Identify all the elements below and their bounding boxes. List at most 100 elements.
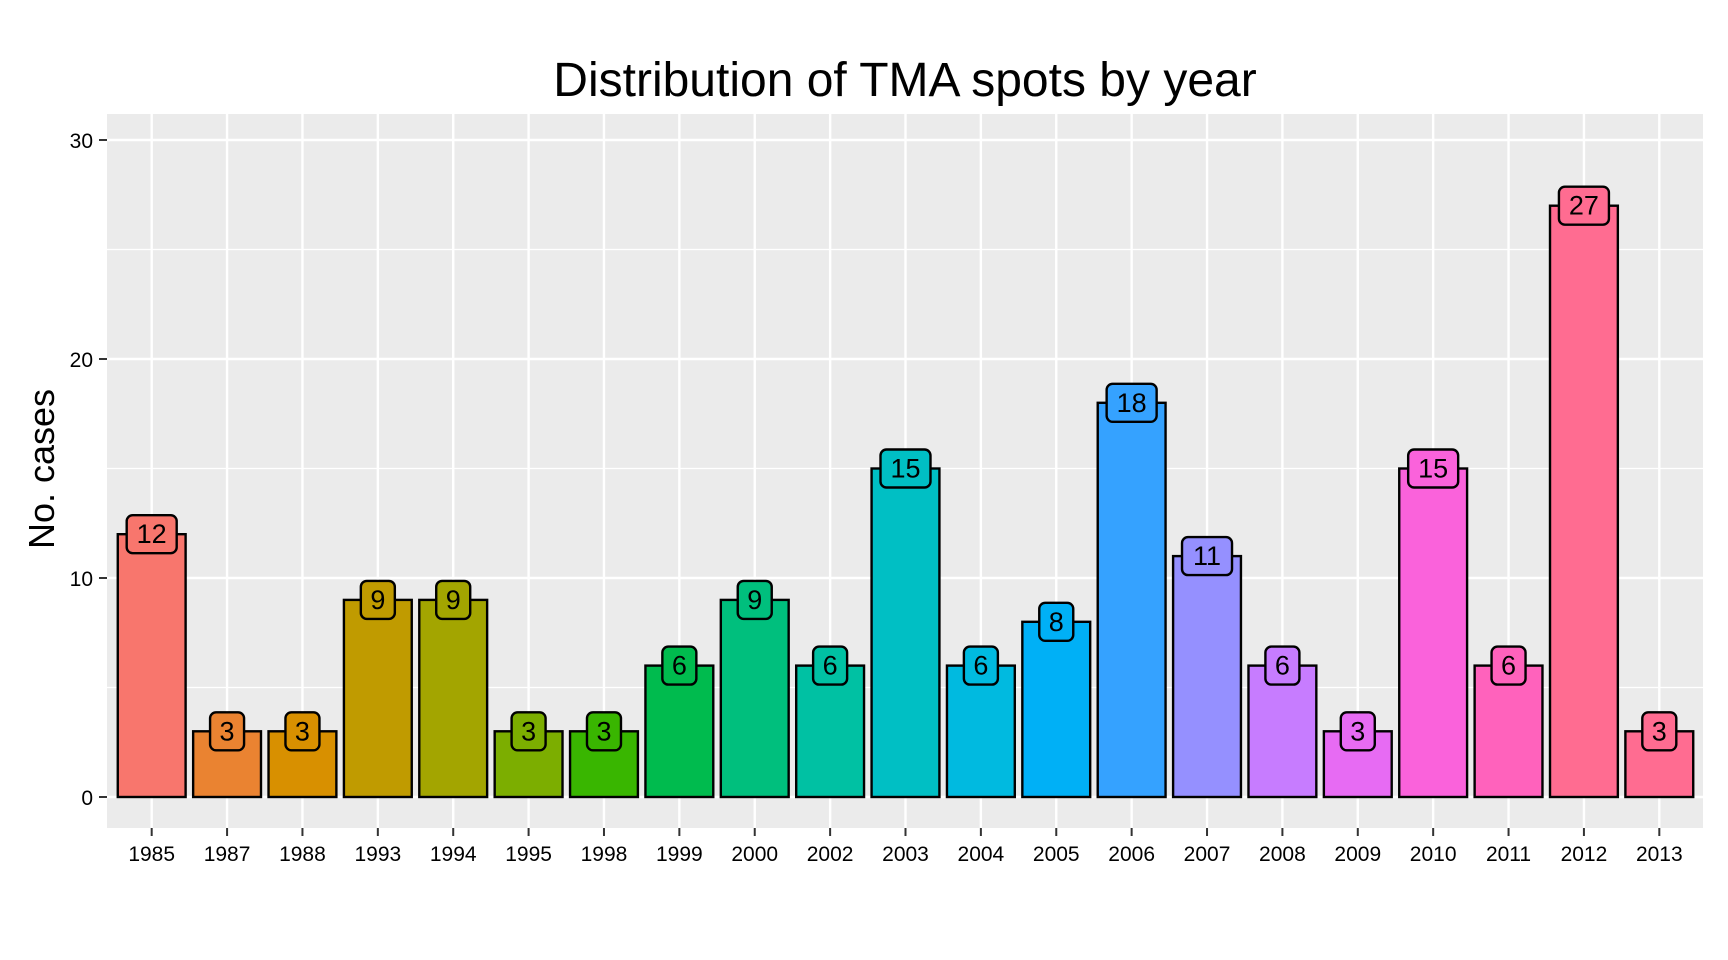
- data-label-text: 15: [1418, 454, 1448, 484]
- bar: [719, 598, 790, 799]
- x-tick-label: 2004: [958, 843, 1005, 866]
- data-label: 27: [1557, 185, 1611, 226]
- x-tick-label: 1995: [505, 843, 552, 866]
- x-tick-label: 1999: [656, 843, 703, 866]
- data-label-text: 12: [137, 519, 167, 549]
- x-tick-label: 2013: [1636, 843, 1683, 866]
- data-label-text: 27: [1569, 191, 1599, 221]
- bar: [1171, 554, 1243, 799]
- data-label-text: 3: [295, 716, 310, 746]
- x-tick-label: 1994: [430, 843, 477, 866]
- x-tick-label: 2011: [1486, 843, 1531, 866]
- data-label-box: [1406, 448, 1460, 489]
- data-label-box: [661, 645, 698, 686]
- data-label: 15: [1406, 448, 1460, 489]
- y-tick-label: 20: [70, 349, 93, 372]
- data-label-text: 6: [1275, 651, 1290, 681]
- data-label: 3: [208, 711, 246, 752]
- y-tick-label: 10: [70, 568, 93, 591]
- data-label: 3: [1339, 711, 1376, 752]
- y-tick-label: 30: [70, 130, 93, 153]
- bar: [1548, 204, 1620, 799]
- data-label-box: [585, 711, 623, 752]
- bar: [1398, 467, 1469, 799]
- bar: [1473, 664, 1544, 799]
- data-label: 12: [125, 514, 178, 555]
- data-label: 3: [284, 711, 321, 752]
- data-label-box: [1180, 535, 1234, 577]
- data-label-box: [1339, 711, 1376, 752]
- data-label-box: [1264, 645, 1301, 686]
- data-label-box: [359, 579, 397, 621]
- data-label-box: [1490, 645, 1527, 686]
- x-tick-label: 2005: [1033, 843, 1080, 866]
- bar: [418, 598, 489, 799]
- bars: [116, 204, 1695, 799]
- data-label-text: 3: [1652, 716, 1667, 746]
- x-tick-label: 2000: [731, 843, 778, 866]
- bar: [116, 533, 187, 799]
- data-label: 6: [962, 645, 1000, 686]
- data-label: 6: [661, 645, 698, 686]
- data-label-box: [510, 711, 547, 752]
- data-label-box: [435, 579, 472, 621]
- data-labels: 12 3 3 9 9 3 3 6 9 6 15 6 8 18 11 6 3 15 6 27 3: [125, 185, 1678, 752]
- data-label: 11: [1180, 535, 1234, 577]
- x-tick-label: 1988: [279, 843, 326, 866]
- data-label: 9: [736, 579, 773, 621]
- data-label-text: 3: [220, 716, 235, 746]
- x-tick-label: 2009: [1334, 843, 1381, 866]
- data-label-box: [811, 645, 849, 686]
- x-tick-label: 2006: [1108, 843, 1155, 866]
- data-label: 6: [811, 645, 849, 686]
- x-tick-label: 2012: [1561, 843, 1608, 866]
- data-label: 9: [359, 579, 397, 621]
- data-label-text: 9: [747, 585, 762, 615]
- data-label-text: 3: [1350, 716, 1365, 746]
- data-label-text: 11: [1193, 541, 1221, 571]
- data-label: 15: [879, 448, 932, 489]
- x-axis: 1985 1987 1988 1993 1994 1995 1998 1999 2000 2002…: [128, 828, 1683, 866]
- data-label-text: 6: [672, 651, 687, 681]
- data-label-text: 9: [370, 585, 385, 615]
- data-label-text: 3: [596, 716, 611, 746]
- data-label-text: 6: [823, 651, 838, 681]
- data-label: 6: [1264, 645, 1301, 686]
- data-label-box: [208, 711, 246, 752]
- x-tick-label: 2010: [1410, 843, 1457, 866]
- data-label-text: 18: [1117, 388, 1147, 418]
- data-label: 18: [1105, 382, 1158, 423]
- x-tick-label: 2002: [807, 843, 854, 866]
- bar: [1096, 401, 1167, 799]
- y-tick-label: 0: [81, 787, 93, 810]
- x-tick-label: 2007: [1184, 843, 1231, 866]
- data-label: 8: [1038, 601, 1075, 642]
- x-tick-label: 1993: [354, 843, 401, 866]
- x-tick-label: 1985: [128, 843, 175, 866]
- data-label-text: 6: [973, 651, 988, 681]
- bar: [1021, 620, 1092, 799]
- chart-title: Distribution of TMA spots by year: [553, 54, 1256, 107]
- data-label: 3: [510, 711, 547, 752]
- data-label: 9: [435, 579, 472, 621]
- data-label: 3: [1641, 711, 1678, 752]
- data-label-text: 3: [521, 716, 536, 746]
- data-label-box: [1557, 185, 1611, 226]
- data-label-box: [962, 645, 1000, 686]
- data-label-box: [1105, 382, 1158, 423]
- data-label: 6: [1490, 645, 1527, 686]
- x-tick-label: 1987: [204, 843, 251, 866]
- data-label-box: [284, 711, 321, 752]
- x-tick-label: 2008: [1259, 843, 1306, 866]
- data-label-text: 15: [890, 454, 920, 484]
- x-tick-label: 1998: [581, 843, 628, 866]
- bar: [945, 664, 1017, 799]
- data-label-box: [736, 579, 773, 621]
- y-axis: 0 10 20 30: [70, 130, 107, 810]
- data-label-text: 6: [1501, 651, 1516, 681]
- data-label-text: 9: [446, 585, 461, 615]
- data-label-box: [879, 448, 932, 489]
- y-axis-label: No. cases: [21, 389, 62, 549]
- data-label-text: 8: [1049, 607, 1064, 637]
